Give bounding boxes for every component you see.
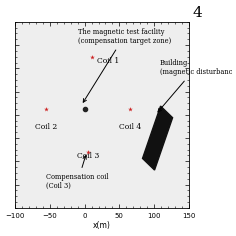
Polygon shape bbox=[143, 106, 173, 170]
X-axis label: x(m): x(m) bbox=[93, 221, 111, 230]
Text: Coil 3: Coil 3 bbox=[77, 152, 99, 160]
Text: Coil 4: Coil 4 bbox=[119, 123, 141, 131]
Text: 4: 4 bbox=[192, 5, 202, 20]
Text: Coil 1: Coil 1 bbox=[97, 57, 119, 65]
Text: Compensation coil
(Coil 3): Compensation coil (Coil 3) bbox=[46, 156, 109, 190]
Text: Building
(magnetic disturbanc: Building (magnetic disturbanc bbox=[158, 59, 232, 112]
Text: Coil 2: Coil 2 bbox=[35, 123, 58, 131]
Text: The magnetic test facility
(compensation target zone): The magnetic test facility (compensation… bbox=[78, 28, 171, 102]
